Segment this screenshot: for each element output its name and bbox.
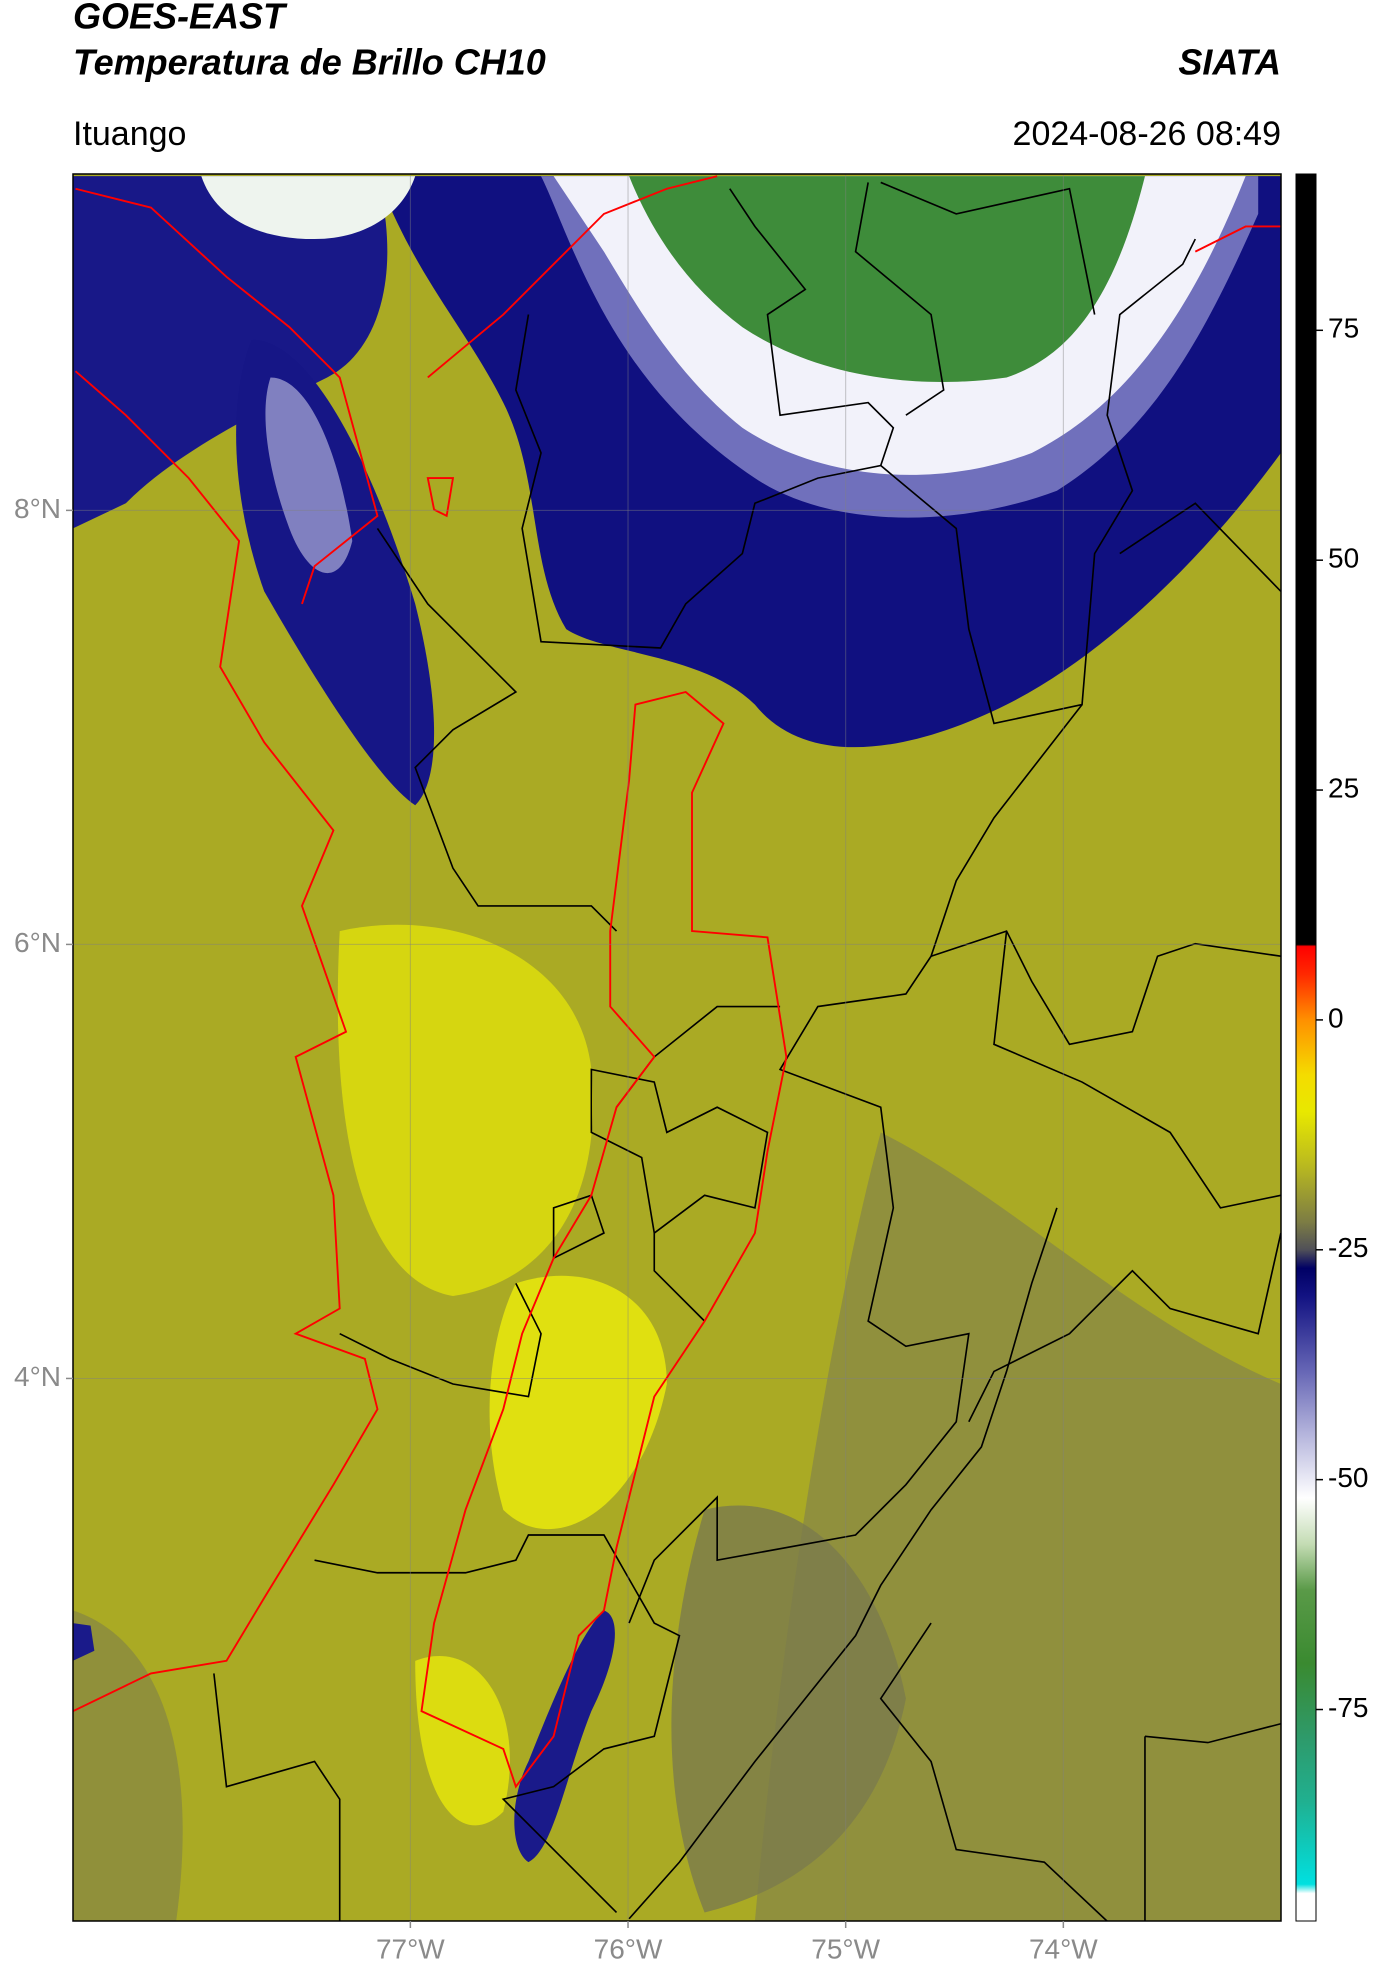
y-tick-label: 4°N [14,1361,61,1392]
colorbar-tick-label: 0 [1328,1002,1344,1033]
yellow-area [337,924,593,1296]
yellow-area [415,1655,510,1826]
colorbar-tick-label: -75 [1328,1692,1368,1723]
datetime: 2024-08-26 08:49 [1013,115,1281,153]
x-tick-label: 75°W [811,1933,880,1964]
red-borders [73,175,1281,1789]
cloud [265,377,353,574]
colorbar-tick-label: 25 [1328,772,1359,803]
location: Ituango [73,115,186,153]
dark-area [73,1610,183,1921]
cloud [514,1610,615,1863]
x-tick-label: 77°W [376,1933,445,1964]
cloud [629,176,1145,382]
subtitle: Temperatura de Brillo CH10 [73,42,546,83]
x-tick-label: 74°W [1029,1933,1098,1964]
colorbar [1295,173,1317,1922]
title: GOES-EAST [73,0,288,37]
map-frame [72,173,1282,1922]
dark-area [671,1505,906,1913]
map-imagery [73,174,1281,1921]
source: SIATA [1178,42,1281,83]
y-tick-label: 8°N [14,493,61,524]
colorbar-tick-label: -25 [1328,1232,1368,1263]
y-tick-label: 6°N [14,927,61,958]
colorbar-tick-label: -50 [1328,1462,1368,1493]
yellow-area [489,1275,667,1530]
colorbar-tick-label: 75 [1328,313,1359,344]
cloud [73,1623,95,1661]
borders [213,181,1281,1921]
x-tick-label: 76°W [594,1933,663,1964]
grid [73,174,1281,1921]
colorbar-tick-label: 50 [1328,543,1359,574]
cloud [201,176,416,240]
